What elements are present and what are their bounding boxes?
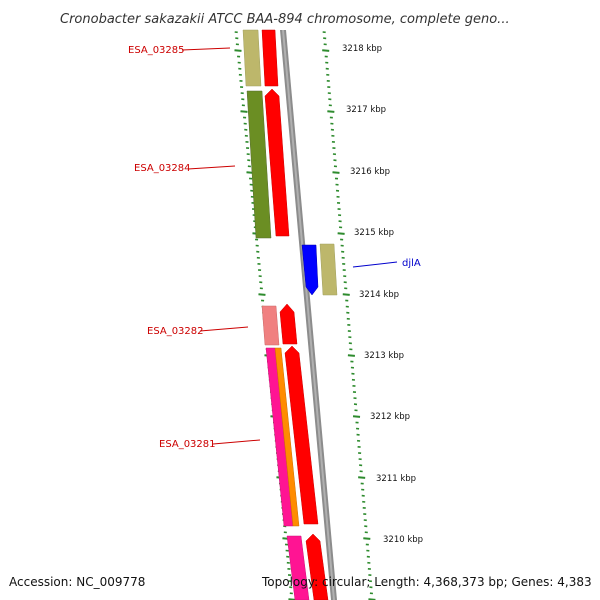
kbp-label: 3217 kbp <box>346 105 386 115</box>
kbp-label: 3218 kbp <box>342 44 382 54</box>
cds-arrow[interactable] <box>264 88 290 237</box>
djlA-arrow[interactable] <box>301 244 319 296</box>
gene-block-khaki[interactable] <box>242 29 262 87</box>
gene-label-ESA_03281[interactable]: ESA_03281 <box>159 439 216 450</box>
cds-arrow[interactable] <box>284 345 319 525</box>
map-title: Cronobacter sakazakii ATCC BAA-894 chrom… <box>60 12 510 27</box>
gene-label-ESA_03284[interactable]: ESA_03284 <box>134 163 191 174</box>
track-band <box>236 30 372 600</box>
kbp-label: 3216 kbp <box>350 167 390 177</box>
gene-label-lines <box>181 47 398 445</box>
leader-line <box>181 47 231 51</box>
major-tick <box>240 110 248 113</box>
cds-arrow[interactable] <box>279 303 298 345</box>
kbp-label: 3213 kbp <box>364 351 404 361</box>
major-tick <box>363 537 371 540</box>
gene-block-orange[interactable] <box>274 347 300 527</box>
gene-labels: ESA_03285 ESA_03284 djlA ESA_03282 ESA_0… <box>128 45 421 450</box>
cds-arrow[interactable] <box>305 533 329 600</box>
major-tick <box>347 354 355 357</box>
major-tick <box>332 171 340 174</box>
leader-line <box>187 165 236 170</box>
gene-block-pink[interactable] <box>286 535 310 600</box>
gene-label-ESA_03282[interactable]: ESA_03282 <box>147 326 204 337</box>
leader-line <box>352 261 398 268</box>
gene-block-khaki[interactable] <box>319 243 338 296</box>
kbp-scale: 3218 kbp 3217 kbp 3216 kbp 3215 kbp 3214… <box>342 44 423 545</box>
kbp-label: 3212 kbp <box>370 412 410 422</box>
gene-label-ESA_03285[interactable]: ESA_03285 <box>128 45 185 56</box>
gene-features <box>242 29 329 600</box>
major-tick <box>322 49 330 52</box>
gene-block-olive[interactable] <box>246 90 272 239</box>
kbp-label: 3214 kbp <box>359 290 399 300</box>
leader-line <box>199 326 249 332</box>
major-tick <box>234 49 242 52</box>
genome-backbone-highlight <box>282 30 335 600</box>
topology-summary: Topology: circular; Length: 4,368,373 bp… <box>261 575 592 589</box>
kbp-label: 3215 kbp <box>354 228 394 238</box>
kbp-label: 3210 kbp <box>383 535 423 545</box>
gene-features-right <box>301 243 338 296</box>
kbp-label: 3211 kbp <box>376 474 416 484</box>
cds-arrow[interactable] <box>261 29 279 87</box>
leader-line <box>212 439 261 445</box>
major-tick <box>337 232 345 235</box>
accession-text: Accession: NC_009778 <box>9 575 145 589</box>
major-tick <box>258 293 266 296</box>
major-tick <box>342 293 350 296</box>
major-tick <box>327 110 335 113</box>
major-tick <box>352 415 361 418</box>
gene-block-salmon[interactable] <box>261 305 280 346</box>
gene-label-djlA[interactable]: djlA <box>402 258 421 269</box>
major-tick <box>358 476 366 479</box>
